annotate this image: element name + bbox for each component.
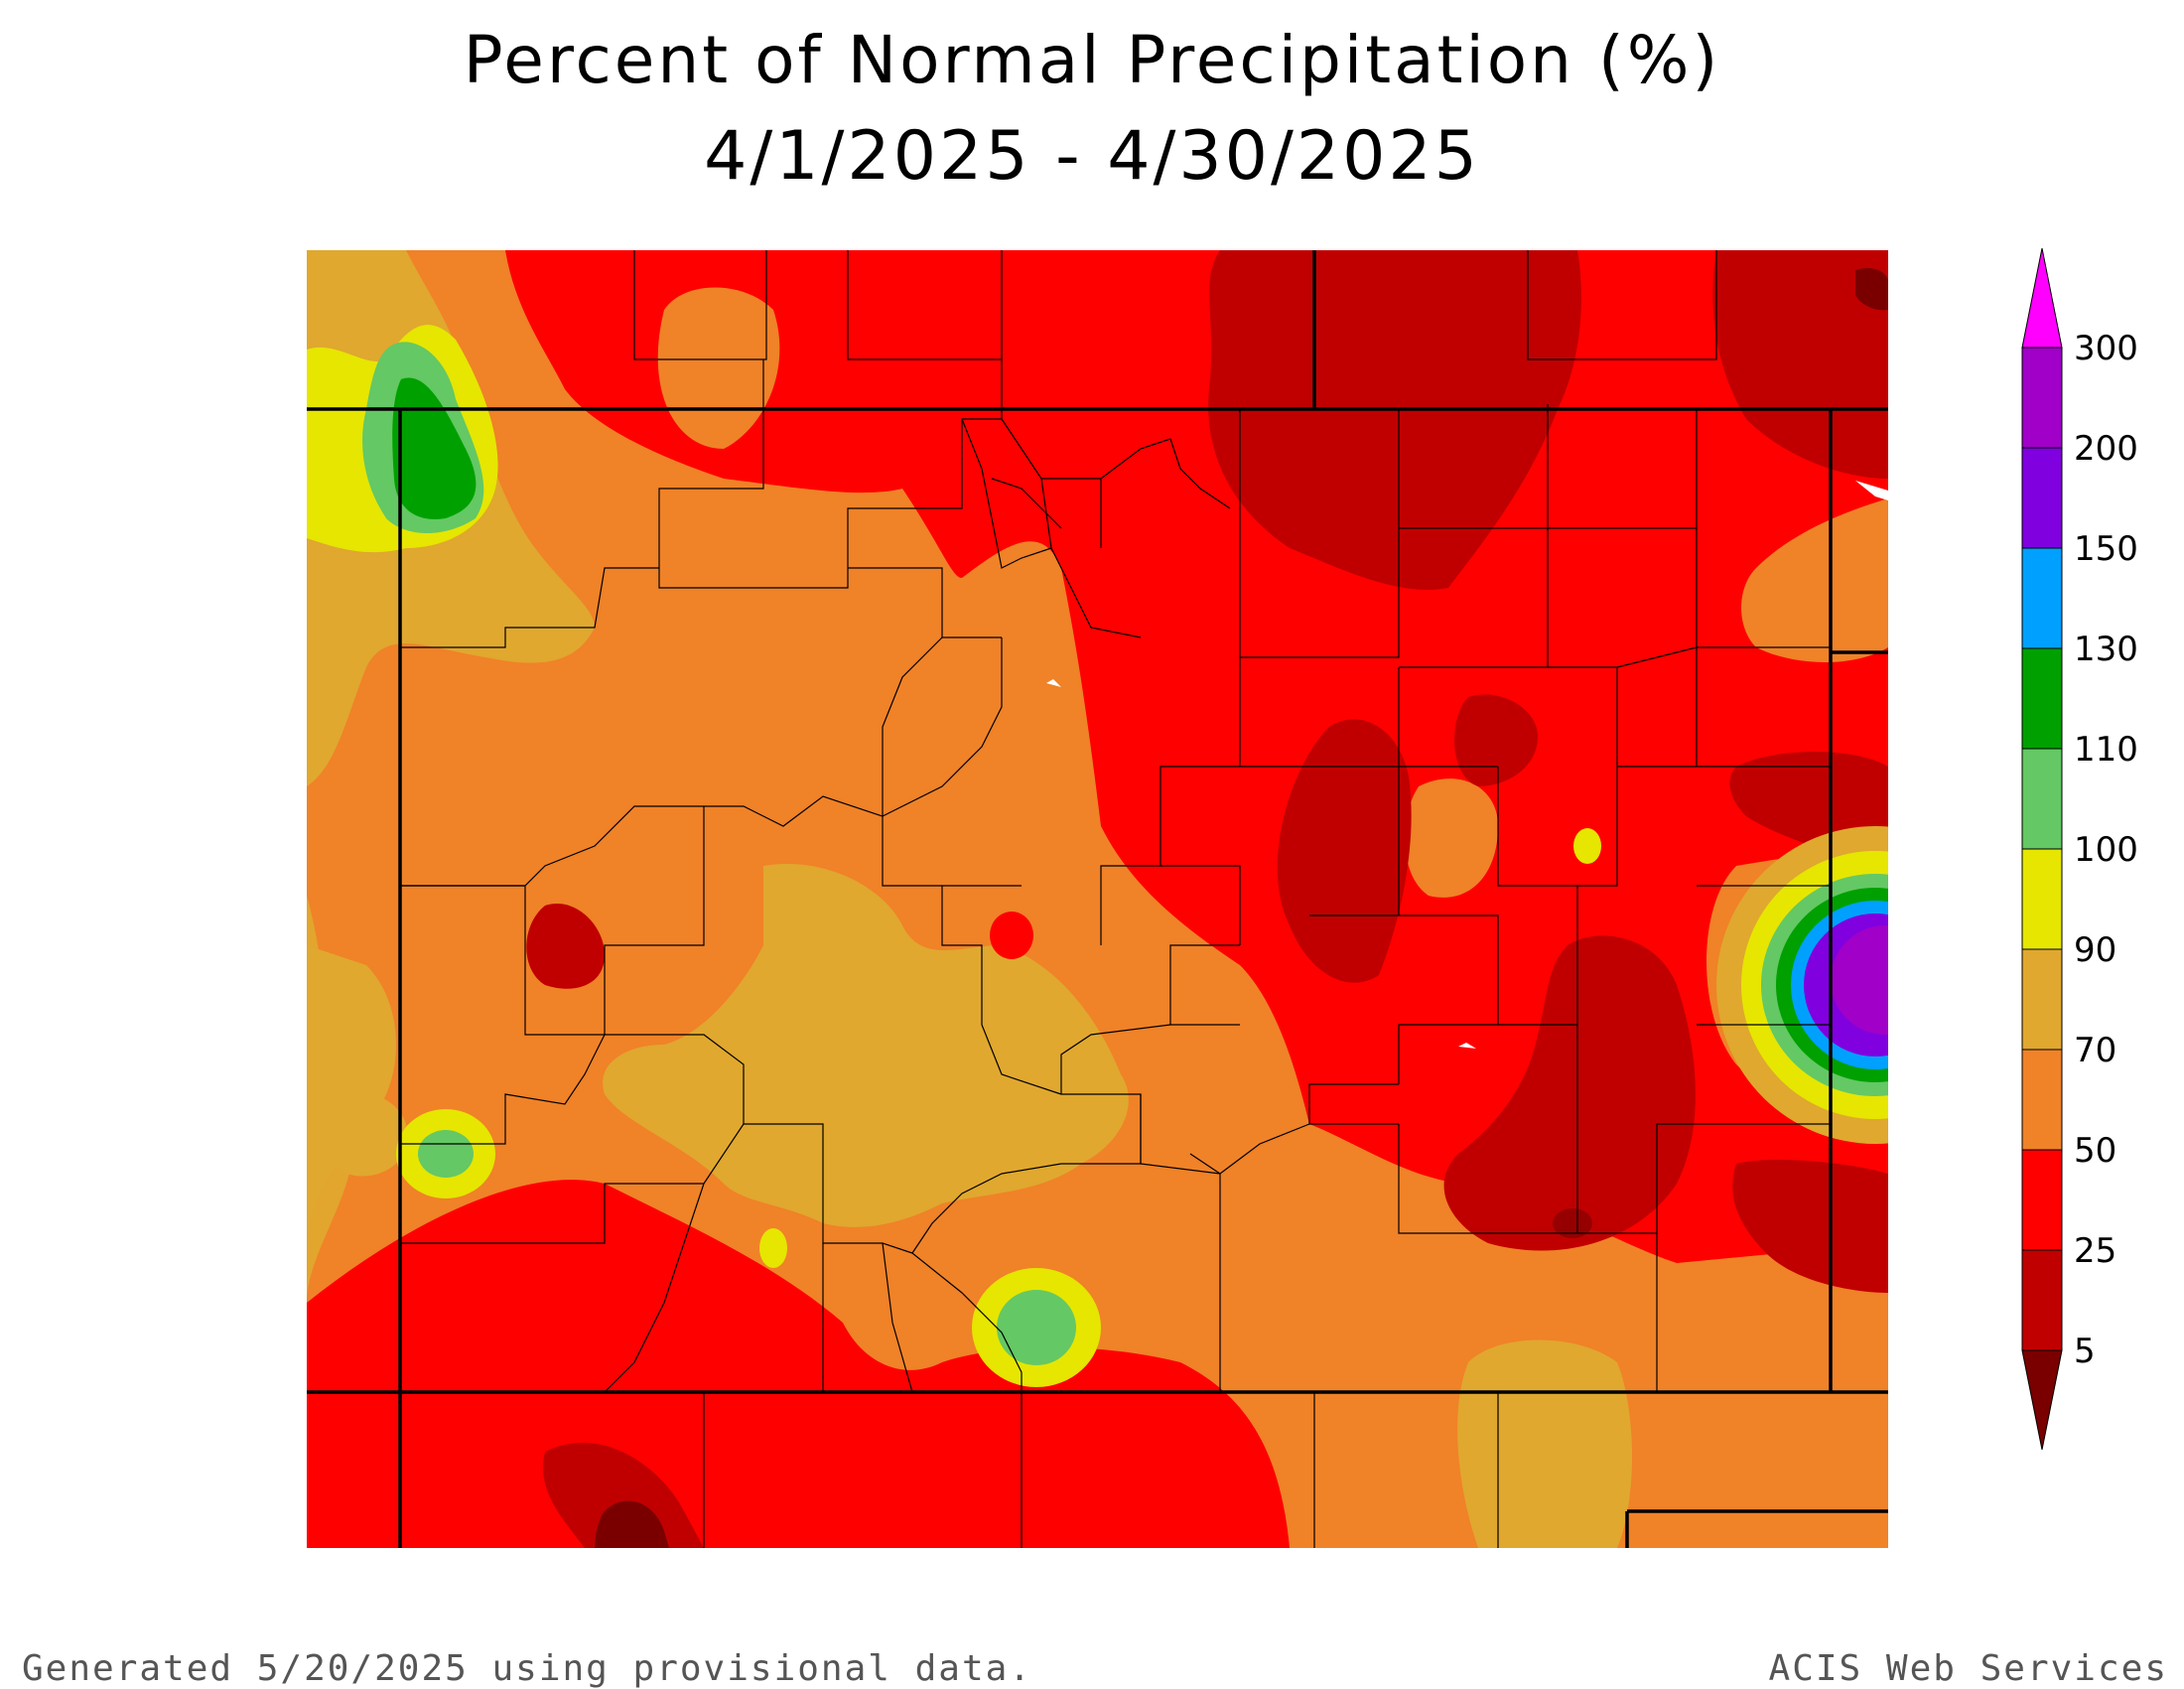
legend-over-arrow [2021,247,2063,349]
color-legend: 5 25 50 70 90 100 110 130 150 200 300 [2010,247,2184,1460]
legend-swatch [2021,848,2063,950]
legend-label: 130 [2074,630,2138,669]
legend-label: 110 [2074,730,2138,770]
map-title: Percent of Normal Precipitation (%) [463,22,1721,98]
legend-label: 200 [2074,429,2138,469]
legend-swatch [2021,547,2063,649]
legend-swatch [2021,1049,2063,1151]
date-range: 4/1/2025 - 4/30/2025 [704,117,1480,196]
legend-label: 150 [2074,529,2138,569]
legend-swatch [2021,1149,2063,1251]
legend-swatch [2021,647,2063,750]
legend-label: 70 [2074,1031,2116,1070]
legend-swatch [2021,347,2063,449]
legend-swatch [2021,748,2063,850]
legend-swatch [2021,948,2063,1051]
legend-swatch [2021,447,2063,549]
legend-swatch [2021,1249,2063,1351]
legend-label: 5 [2074,1332,2096,1371]
legend-label: 25 [2074,1231,2116,1271]
precipitation-map [307,250,1888,1548]
legend-label: 300 [2074,329,2138,368]
legend-under-arrow [2021,1349,2063,1451]
legend-label: 90 [2074,930,2116,970]
generated-note: Generated 5/20/2025 using provisional da… [22,1648,1032,1689]
legend-label: 50 [2074,1131,2116,1171]
legend-label: 100 [2074,830,2138,870]
source-credit: ACIS Web Services [1768,1648,2168,1689]
